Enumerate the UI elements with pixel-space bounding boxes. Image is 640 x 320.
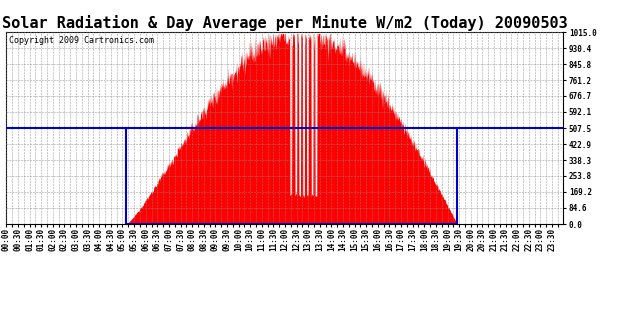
Bar (126, 128, 457, 224)
Title: Solar Radiation & Day Average per Minute W/m2 (Today) 20090503: Solar Radiation & Day Average per Minute… (2, 15, 568, 31)
Text: Copyright 2009 Cartronics.com: Copyright 2009 Cartronics.com (9, 36, 154, 45)
